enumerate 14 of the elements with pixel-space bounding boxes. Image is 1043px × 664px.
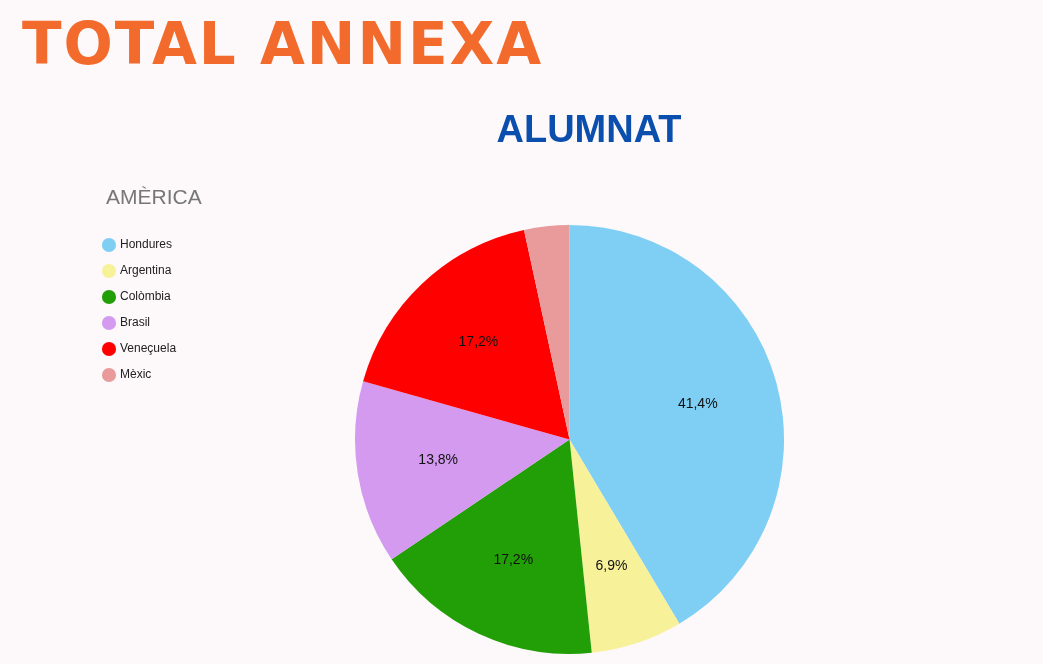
legend-title: AMÈRICA (106, 185, 202, 209)
data-label: 17,2% (458, 333, 499, 350)
legend-label: Hondures (120, 237, 173, 252)
chart-title: TOTAL ANNEXA (22, 10, 544, 78)
legend-label: Veneçuela (120, 341, 177, 356)
data-label: 17,2% (493, 550, 534, 567)
legend-label: Argentina (120, 263, 172, 278)
legend-label: Mèxic (120, 367, 152, 382)
data-label: 41,4% (677, 395, 718, 412)
chart-subtitle: ALUMNAT (495, 108, 683, 151)
legend-label: Colòmbia (120, 289, 172, 304)
legend-label: Brasil (120, 315, 151, 330)
data-label: 6,9% (595, 556, 628, 573)
data-label: 13,8% (418, 451, 459, 468)
